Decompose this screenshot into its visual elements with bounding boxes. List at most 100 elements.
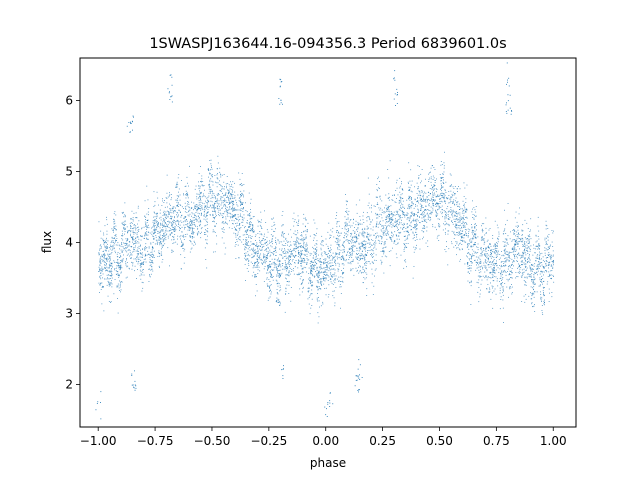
data-point bbox=[368, 216, 370, 218]
data-point bbox=[265, 222, 267, 223]
data-point bbox=[156, 229, 157, 231]
data-point bbox=[465, 233, 467, 235]
data-point bbox=[412, 213, 413, 215]
data-point bbox=[106, 245, 107, 247]
data-point bbox=[444, 190, 446, 192]
data-point bbox=[532, 292, 534, 294]
data-point bbox=[167, 215, 169, 217]
data-point bbox=[316, 299, 318, 301]
data-point bbox=[247, 245, 249, 247]
data-point bbox=[387, 198, 389, 199]
data-point bbox=[521, 269, 523, 271]
data-point bbox=[166, 223, 167, 225]
data-point bbox=[228, 212, 230, 214]
data-point bbox=[359, 232, 361, 234]
data-point bbox=[199, 204, 201, 205]
data-point bbox=[364, 278, 366, 280]
data-point bbox=[413, 207, 415, 209]
data-point bbox=[151, 260, 153, 262]
data-point bbox=[388, 193, 390, 195]
data-point bbox=[330, 281, 332, 283]
data-point bbox=[448, 225, 450, 227]
data-point bbox=[476, 262, 478, 263]
data-point bbox=[382, 233, 384, 235]
data-point bbox=[377, 214, 378, 216]
data-point bbox=[525, 263, 527, 265]
data-point bbox=[195, 206, 197, 208]
data-point bbox=[316, 250, 318, 252]
data-point bbox=[140, 252, 141, 254]
data-point bbox=[171, 197, 172, 199]
data-point bbox=[111, 273, 113, 275]
data-point bbox=[180, 205, 182, 206]
data-point bbox=[539, 285, 541, 287]
data-point bbox=[380, 229, 382, 231]
data-point bbox=[391, 239, 392, 241]
data-point bbox=[552, 268, 554, 269]
data-point bbox=[159, 227, 161, 229]
data-point bbox=[317, 276, 318, 278]
data-point bbox=[107, 253, 109, 255]
data-point bbox=[518, 233, 519, 235]
data-point bbox=[309, 280, 311, 282]
data-point bbox=[553, 260, 554, 262]
data-point bbox=[524, 243, 526, 245]
data-point bbox=[307, 259, 309, 261]
data-point bbox=[496, 242, 497, 244]
data-point bbox=[526, 276, 528, 278]
data-point bbox=[236, 225, 237, 227]
data-point bbox=[430, 212, 431, 214]
data-point bbox=[114, 269, 115, 271]
data-point bbox=[285, 243, 287, 244]
data-point bbox=[486, 262, 487, 264]
data-point bbox=[481, 223, 483, 225]
data-point bbox=[254, 262, 256, 264]
data-point bbox=[234, 182, 235, 184]
data-point bbox=[175, 187, 177, 188]
data-point bbox=[241, 184, 243, 186]
data-point bbox=[215, 181, 216, 183]
data-point bbox=[456, 254, 457, 256]
data-point bbox=[511, 263, 513, 265]
data-point bbox=[149, 258, 151, 260]
data-point bbox=[100, 230, 102, 232]
data-point bbox=[498, 231, 500, 233]
data-point bbox=[417, 208, 419, 210]
data-point bbox=[475, 234, 477, 236]
data-point bbox=[131, 222, 133, 224]
data-point bbox=[111, 249, 113, 251]
data-point bbox=[252, 231, 254, 233]
data-point bbox=[374, 246, 376, 248]
data-point bbox=[412, 219, 414, 221]
data-point bbox=[364, 244, 366, 246]
data-point bbox=[191, 207, 193, 208]
data-point bbox=[405, 245, 406, 247]
data-point bbox=[477, 252, 479, 253]
data-point bbox=[108, 260, 110, 262]
data-point bbox=[216, 174, 218, 176]
data-point bbox=[529, 242, 530, 244]
data-point bbox=[207, 206, 208, 208]
data-point bbox=[299, 260, 301, 262]
data-point bbox=[421, 220, 423, 222]
data-point bbox=[531, 264, 533, 266]
data-point bbox=[127, 253, 129, 255]
data-point bbox=[419, 238, 421, 240]
data-point bbox=[297, 237, 299, 239]
data-point bbox=[222, 202, 224, 204]
data-point bbox=[529, 250, 531, 252]
data-point bbox=[455, 224, 457, 226]
data-point bbox=[352, 242, 354, 244]
data-point bbox=[351, 245, 353, 247]
data-point bbox=[183, 262, 185, 264]
data-point bbox=[467, 262, 469, 264]
data-point bbox=[233, 210, 235, 212]
data-point bbox=[305, 219, 306, 221]
data-point bbox=[332, 274, 334, 275]
data-point bbox=[192, 229, 193, 231]
data-point bbox=[427, 240, 429, 242]
data-point bbox=[231, 208, 232, 209]
data-point bbox=[544, 254, 546, 256]
data-point bbox=[533, 296, 535, 298]
data-point bbox=[339, 235, 341, 236]
